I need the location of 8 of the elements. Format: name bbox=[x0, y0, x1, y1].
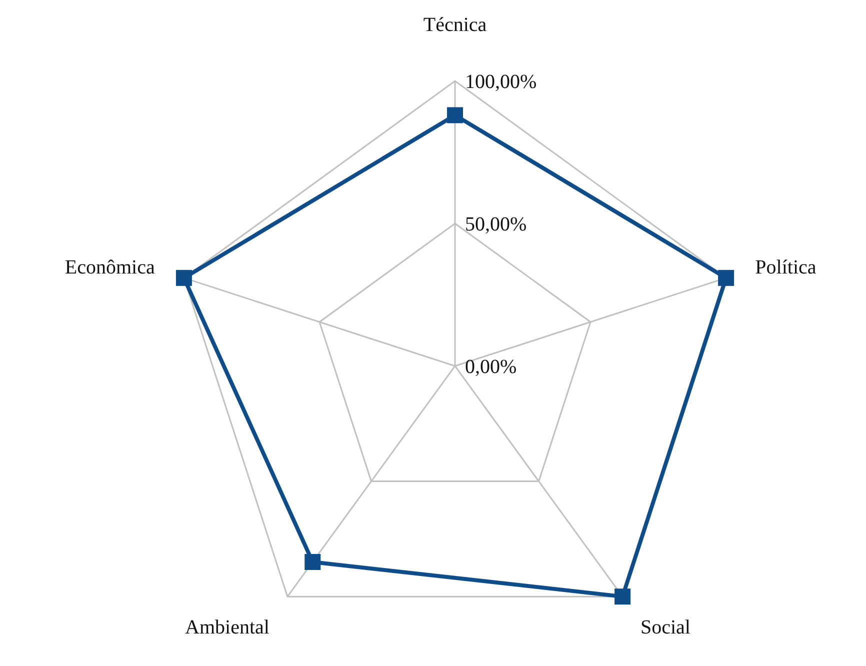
spoke-label: Econômica bbox=[64, 256, 155, 279]
spoke-label: Técnica bbox=[423, 14, 487, 36]
spoke-label: Ambiental bbox=[185, 616, 270, 638]
spoke-label: Social bbox=[640, 616, 691, 638]
y-tick-label: 0,00% bbox=[465, 356, 517, 378]
y-tick-label: 50,00% bbox=[465, 214, 527, 236]
y-tick-label: 100,00% bbox=[465, 71, 537, 93]
spoke-label: Política bbox=[755, 256, 816, 279]
